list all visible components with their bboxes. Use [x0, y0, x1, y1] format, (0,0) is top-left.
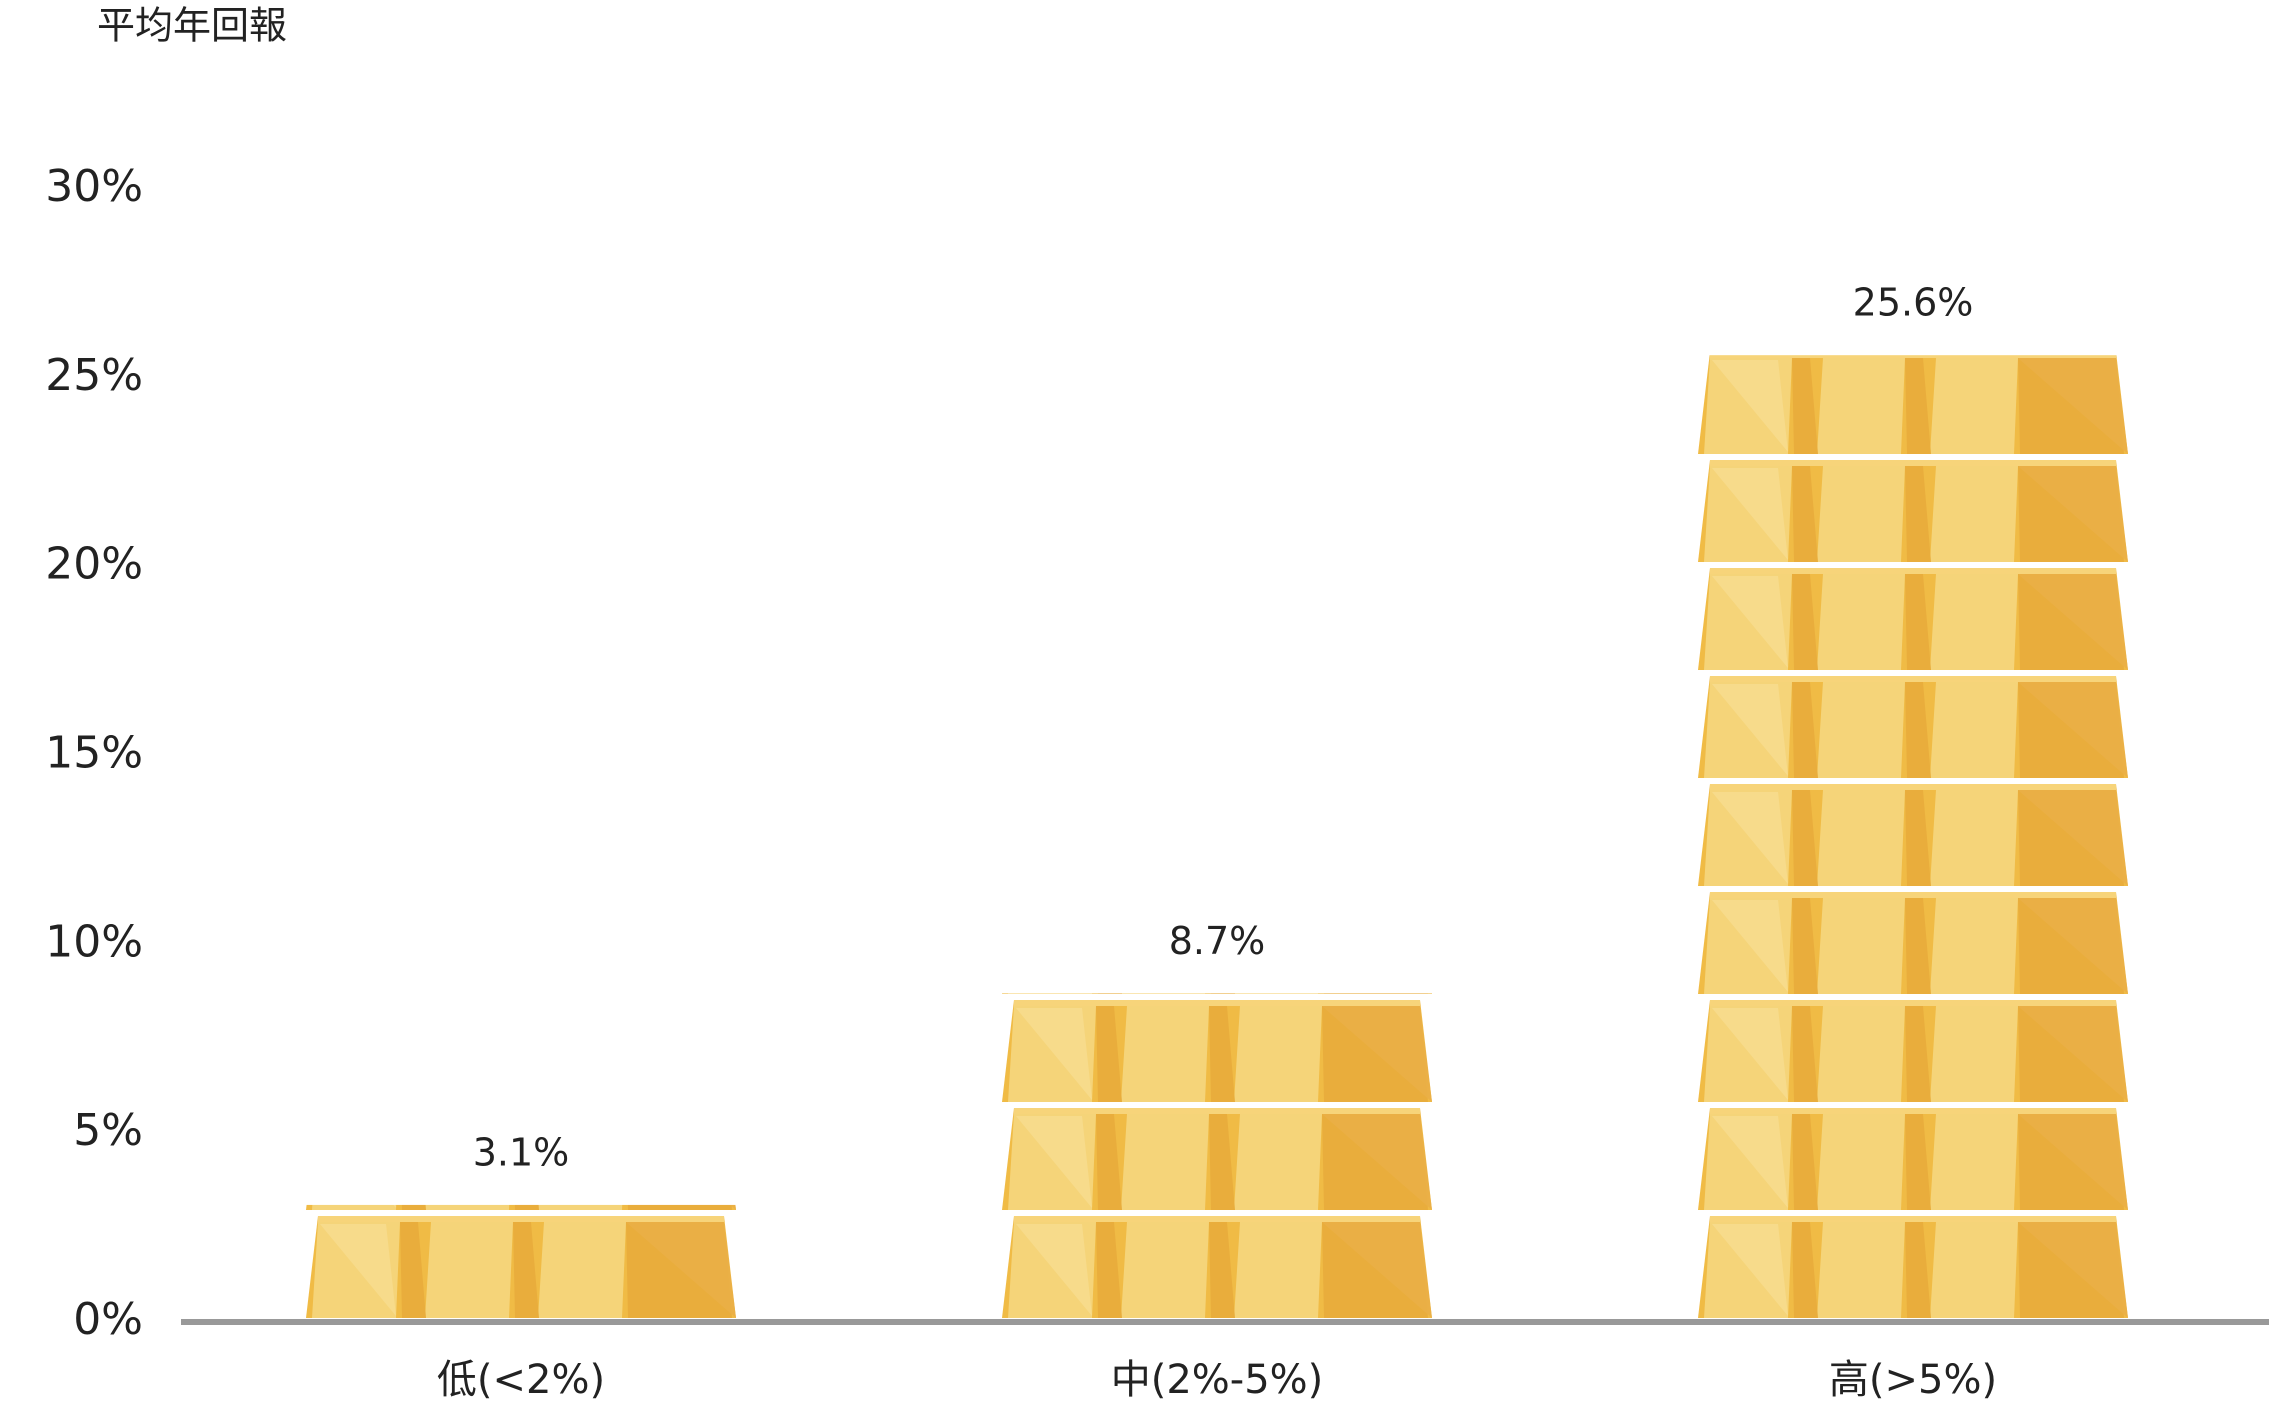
- y-tick-label: 25%: [45, 350, 143, 401]
- bar: [306, 1204, 736, 1322]
- bar: [1002, 993, 1432, 1322]
- y-tick-label: 0%: [73, 1294, 143, 1345]
- value-label: 8.7%: [1169, 919, 1266, 963]
- y-tick-label: 5%: [73, 1105, 143, 1156]
- x-tick-label: 低(<2%): [437, 1357, 605, 1403]
- value-label: 3.1%: [473, 1130, 570, 1174]
- value-label: 25.6%: [1853, 281, 1974, 325]
- y-axis-label: 平均年回報: [97, 4, 287, 48]
- y-tick-label: 10%: [45, 916, 143, 967]
- bar: [1698, 355, 2128, 1322]
- x-tick-label: 高(>5%): [1829, 1357, 1997, 1403]
- x-tick-label: 中(2%-5%): [1111, 1357, 1324, 1403]
- y-tick-label: 15%: [45, 728, 143, 779]
- y-tick-label: 20%: [45, 539, 143, 590]
- y-tick-label: 30%: [45, 161, 143, 212]
